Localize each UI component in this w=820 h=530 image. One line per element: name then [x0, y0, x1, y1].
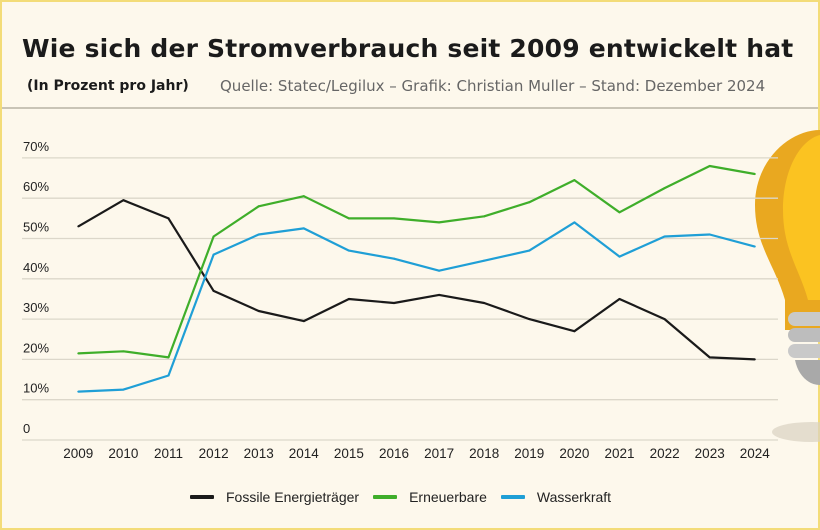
legend-label: Wasserkraft — [536, 489, 612, 505]
x-tick-label: 2024 — [740, 446, 771, 461]
chart-subtitle: (In Prozent pro Jahr) — [27, 78, 189, 94]
data-point — [663, 235, 666, 238]
x-tick-label: 2014 — [289, 446, 320, 461]
data-point — [122, 199, 125, 202]
legend-swatch-hydro — [500, 495, 525, 499]
data-point — [347, 249, 350, 252]
header-divider — [2, 107, 818, 109]
y-tick-label: 60% — [23, 179, 49, 194]
data-point — [753, 245, 756, 248]
legend-label: Erneuerbare — [409, 489, 487, 505]
data-point — [122, 350, 125, 353]
data-point — [393, 217, 395, 220]
data-point — [438, 221, 441, 224]
x-tick-label: 2022 — [650, 446, 680, 461]
light-bulb-icon — [755, 130, 820, 442]
data-point — [167, 356, 170, 359]
series-line-0 — [77, 199, 755, 361]
data-point — [618, 297, 621, 300]
data-point — [663, 318, 666, 321]
x-tick-label: 2013 — [244, 446, 274, 461]
x-tick-label: 2023 — [695, 446, 725, 461]
chart-source: Quelle: Statec/Legilux – Grafik: Christi… — [220, 77, 766, 95]
data-point — [77, 390, 80, 393]
y-tick-label: 10% — [23, 381, 49, 396]
series-line-2 — [78, 221, 756, 393]
data-point — [753, 173, 756, 176]
legend-label: Fossile Energieträger — [226, 489, 360, 505]
data-point — [438, 269, 441, 272]
x-tick-label: 2011 — [154, 446, 183, 461]
x-tick-label: 2017 — [424, 446, 454, 461]
x-tick-label: 2021 — [604, 446, 634, 461]
data-point — [347, 297, 350, 300]
data-point — [618, 211, 621, 214]
x-tick-label: 2012 — [199, 446, 229, 461]
data-point — [483, 301, 486, 304]
y-tick-label: 0 — [23, 421, 30, 436]
data-point — [347, 217, 350, 220]
data-point — [573, 221, 576, 224]
x-tick-label: 2020 — [559, 446, 589, 461]
y-tick-label: 50% — [23, 220, 49, 235]
data-point — [483, 215, 486, 218]
y-tick-label: 20% — [23, 340, 49, 355]
legend-item-hydro: Wasserkraft — [500, 489, 612, 505]
data-point — [618, 255, 621, 258]
data-point — [573, 330, 576, 333]
data-point — [257, 205, 260, 208]
legend-item-fossil: Fossile Energieträger — [190, 489, 359, 505]
y-tick-label: 70% — [23, 139, 49, 154]
x-tick-label: 2009 — [63, 446, 93, 461]
legend-item-renewable: Erneuerbare — [373, 489, 487, 505]
chart-legend: Fossile Energieträger Erneuerbare Wasser… — [190, 489, 625, 505]
x-tick-label: 2018 — [469, 446, 499, 461]
x-tick-label: 2016 — [379, 446, 409, 461]
data-point — [122, 388, 125, 391]
data-point — [393, 301, 395, 304]
chart-title: Wie sich der Stromverbrauch seit 2009 en… — [22, 34, 794, 63]
data-point — [708, 233, 711, 236]
x-tick-label: 2019 — [514, 446, 544, 461]
data-point — [302, 227, 305, 230]
data-point — [528, 318, 531, 321]
y-tick-label: 30% — [23, 300, 49, 315]
data-point — [663, 187, 666, 190]
data-point — [438, 293, 441, 296]
data-point — [708, 164, 711, 167]
data-point — [528, 249, 531, 252]
data-point — [212, 253, 215, 256]
data-point — [257, 233, 260, 236]
data-point — [77, 225, 80, 228]
series-line-1 — [78, 164, 755, 359]
x-tick-label: 2015 — [334, 446, 364, 461]
data-point — [212, 235, 215, 238]
legend-swatch-fossil — [190, 495, 214, 499]
data-point — [393, 257, 395, 260]
y-tick-label: 40% — [23, 260, 49, 275]
legend-swatch-renewable — [373, 495, 398, 499]
data-point — [212, 289, 215, 292]
x-tick-label: 2010 — [108, 446, 138, 461]
data-point — [167, 217, 170, 220]
data-point — [302, 195, 305, 198]
data-point — [708, 356, 711, 359]
data-point — [77, 352, 80, 355]
data-point — [167, 374, 170, 377]
data-point — [483, 259, 486, 262]
data-point — [573, 179, 576, 182]
data-point — [753, 358, 756, 361]
data-point — [257, 310, 260, 313]
data-point — [528, 201, 531, 204]
data-point — [302, 320, 305, 323]
